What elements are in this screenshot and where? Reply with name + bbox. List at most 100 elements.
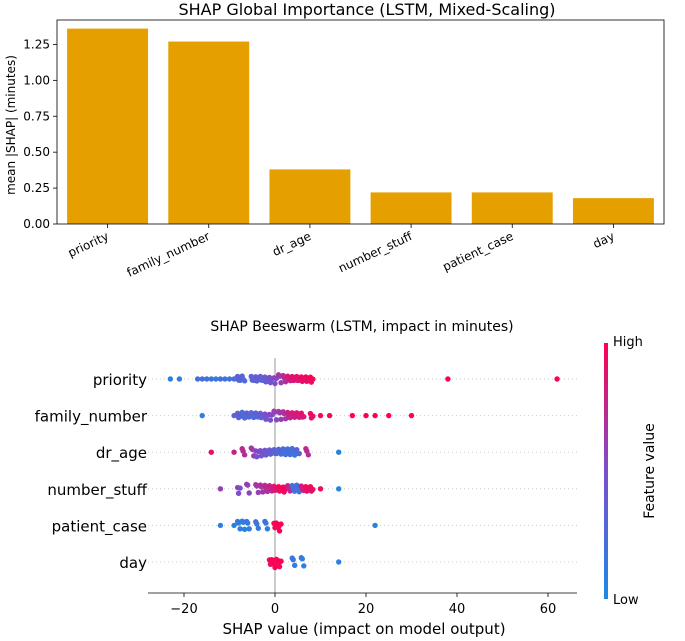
shap-point [266, 411, 273, 418]
shap-point [231, 522, 237, 529]
feature-label-day: day [119, 554, 147, 572]
shap-point [298, 555, 304, 561]
shap-point [264, 526, 271, 532]
shap-point [278, 416, 284, 422]
shap-point [284, 446, 291, 452]
shap-point [275, 446, 282, 452]
shap-point [289, 555, 295, 561]
shap-point [317, 486, 324, 492]
shap-point [292, 488, 298, 494]
shap-point [276, 563, 283, 570]
shap-point [326, 412, 333, 419]
bar-priority [67, 28, 149, 224]
x-tick-label: 0 [271, 602, 279, 617]
shap-point [199, 412, 205, 419]
beeswarm-xlabel: SHAP value (impact on model output) [222, 620, 505, 638]
shap-point [294, 373, 300, 380]
bar-chart-ylabel: mean |SHAP| (minutes) [4, 55, 18, 195]
shap-point [257, 482, 264, 488]
feature-label-patient_case: patient_case [52, 517, 147, 536]
shap-point [248, 410, 254, 416]
shap-point [167, 376, 174, 382]
shap-point [272, 564, 278, 571]
shap-point [246, 526, 252, 532]
shap-point [253, 448, 259, 454]
shap-point [246, 490, 252, 496]
shap-point [273, 417, 280, 423]
bar-chart-title: SHAP Global Importance (LSTM, Mixed-Scal… [178, 0, 555, 19]
shap-point [253, 519, 259, 525]
feature-label-number_stuff: number_stuff [47, 481, 147, 500]
shap-point [244, 518, 250, 525]
bar-plot-area: 0.00 0.25 0.50 0.75 1.00 1.25 priority family_n… [23, 28, 654, 280]
shap-point [253, 374, 259, 380]
shap-point [234, 410, 241, 417]
shap-point [234, 373, 241, 380]
shap-point [239, 409, 245, 416]
beeswarm-plot-area: priority family_number dr_age number_stuffp… [35, 358, 577, 617]
shap-point [372, 522, 378, 529]
shap-point [298, 410, 304, 416]
shap-point [271, 446, 277, 453]
x-tick-label: family_number [125, 229, 212, 280]
shap-point [266, 483, 273, 489]
shap-point [303, 446, 309, 452]
shap-point [255, 525, 261, 531]
shap-point [276, 528, 283, 534]
shap-point [289, 482, 295, 489]
shap-point [284, 483, 291, 489]
shap-point [208, 449, 214, 455]
shap-point [296, 450, 302, 457]
shap-point [217, 486, 224, 492]
x-tick-label: day [591, 229, 617, 251]
beeswarm-chart: SHAP Beeswarm (LSTM, impact in minutes) … [35, 319, 658, 638]
shap-point [260, 489, 266, 495]
shap-point [266, 447, 273, 453]
shap-point [262, 411, 268, 417]
shap-point [284, 409, 291, 416]
feature-label-family_number: family_number [35, 408, 148, 427]
x-tick-label: dr_age [270, 229, 313, 259]
shap-point [234, 518, 241, 525]
shap-point [257, 447, 264, 454]
shap-point [317, 412, 324, 419]
shap-point [363, 412, 369, 419]
shap-point [275, 372, 282, 378]
shap-point [241, 378, 248, 384]
shap-point [294, 446, 300, 453]
shap-point [280, 484, 286, 490]
y-tick-label: 0.50 [23, 145, 50, 159]
bar-dr_age [269, 169, 351, 224]
shap-point [289, 373, 295, 380]
shap-point [254, 454, 260, 460]
shap-point [226, 376, 233, 382]
shap-point [244, 481, 250, 488]
shap-point [244, 410, 250, 416]
shap-point [253, 481, 259, 488]
shap-point [307, 374, 314, 380]
shap-point [349, 412, 356, 419]
shap-point [292, 562, 298, 569]
shap-point [298, 374, 304, 380]
shap-point [257, 373, 264, 380]
beeswarm-title: SHAP Beeswarm (LSTM, impact in minutes) [210, 319, 513, 335]
shap-point [287, 451, 293, 458]
shap-point [307, 484, 314, 490]
y-tick-label: 0.75 [23, 109, 50, 123]
shap-point [445, 376, 451, 382]
bar-patient_case [471, 192, 553, 224]
shap-point [208, 376, 214, 382]
colorbar-low-label: Low [613, 593, 639, 608]
shap-point [280, 446, 286, 452]
colorbar-high-label: High [613, 335, 643, 350]
shap-point [241, 452, 248, 458]
shap-point [237, 526, 243, 532]
shap-point [284, 373, 291, 379]
shap-point [554, 376, 560, 382]
shap-point [235, 490, 242, 496]
shap-point [262, 447, 268, 454]
shap-point [307, 410, 314, 417]
shap-point [303, 484, 309, 490]
shap-point [234, 484, 241, 491]
shap-point [176, 376, 183, 382]
